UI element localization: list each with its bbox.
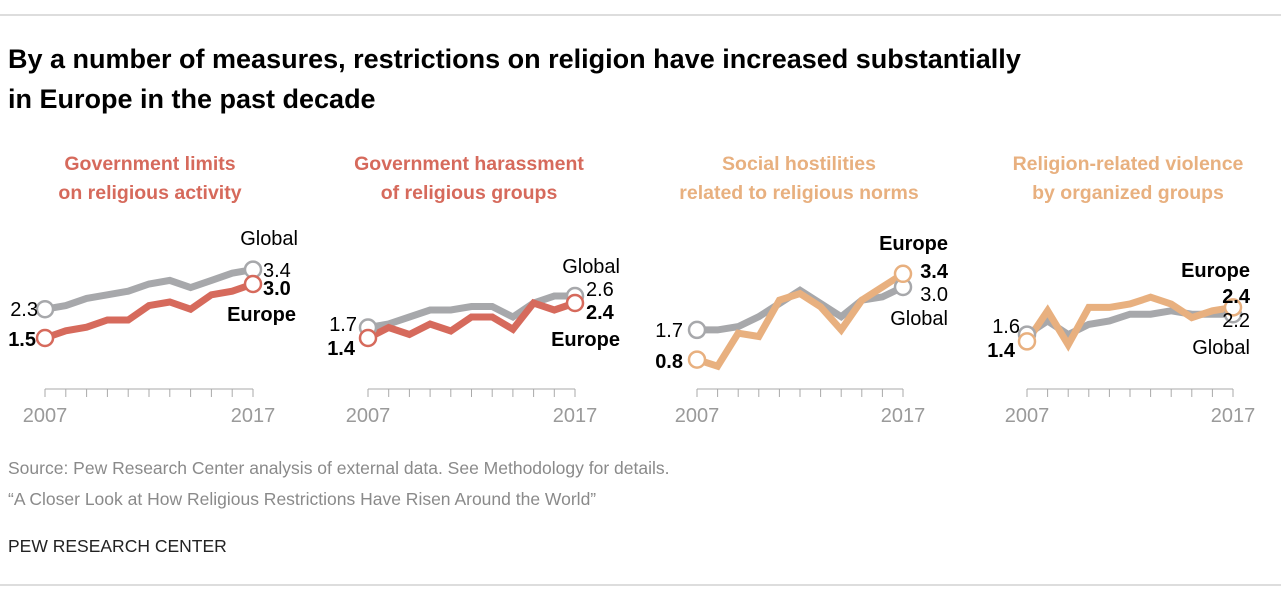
chart-panel-4: Religion-related violence by organized gr… (987, 153, 1255, 427)
report-title-note: “A Closer Look at How Religious Restrict… (8, 489, 596, 509)
data-label-global-start: 2.3 (10, 299, 38, 321)
x-tick-label: 2007 (675, 405, 720, 427)
x-tick-label: 2017 (881, 405, 926, 427)
data-label-europe-start: 1.5 (8, 329, 36, 351)
series-name-label-global: Global (240, 228, 298, 250)
x-tick-label: 2007 (1005, 405, 1050, 427)
x-tick-label: 2017 (1211, 405, 1256, 427)
chart-panel-1: Government limits on religious activity 20… (8, 153, 298, 427)
data-label-global-start: 1.7 (655, 320, 683, 342)
panel-title-line: Social hostilities (722, 153, 876, 175)
data-label-global-end: 3.0 (920, 284, 948, 306)
series-name-label-europe: Europe (879, 233, 948, 255)
series-name-label-europe: Europe (227, 304, 296, 326)
endpoint-marker-europe (1017, 332, 1037, 351)
x-tick-label: 2007 (346, 405, 391, 427)
endpoint-marker-europe (358, 328, 378, 348)
x-tick-label: 2017 (553, 405, 598, 427)
source-note: Source: Pew Research Center analysis of … (8, 458, 669, 478)
panel-title-line: on religious activity (58, 182, 241, 204)
data-label-global-end: 2.2 (1222, 310, 1250, 332)
series-name-label-global: Global (1192, 337, 1250, 359)
brand-logo-text: PEW RESEARCH CENTER (8, 536, 227, 556)
series-name-label-europe: Europe (1181, 260, 1250, 282)
data-label-europe-start: 0.8 (655, 351, 683, 373)
endpoint-marker-europe (35, 328, 55, 348)
data-label-global-start: 1.6 (992, 316, 1020, 338)
series-name-label-global: Global (890, 308, 948, 330)
chart-panel-2: Government harassment of religious groups… (327, 153, 620, 427)
chart-panel-3: Social hostilities related to religious n… (655, 153, 949, 427)
endpoint-marker-europe (687, 350, 707, 369)
x-tick-label: 2007 (23, 405, 68, 427)
endpoint-marker-europe (565, 293, 585, 313)
series-line-global (44, 266, 254, 313)
panel-title-line: related to religious norms (679, 182, 919, 204)
data-label-europe-end: 2.4 (1222, 286, 1251, 308)
endpoint-marker-global (35, 299, 55, 319)
endpoint-marker-europe (243, 274, 263, 294)
series-line-europe (695, 270, 905, 371)
endpoint-marker-europe (893, 264, 913, 284)
panel-title-line: Religion-related violence (1013, 153, 1244, 175)
series-line-global (367, 292, 575, 331)
data-label-global-end: 3.4 (263, 260, 291, 282)
chart-title-line2: in Europe in the past decade (8, 84, 376, 114)
data-label-europe-end: 3.4 (920, 261, 949, 283)
panel-title-line: Government limits (64, 153, 235, 175)
endpoint-marker-europe (1223, 298, 1243, 317)
endpoint-marker-global (687, 320, 707, 340)
panel-title-line: of religious groups (381, 182, 558, 204)
chart-title-line1: By a number of measures, restrictions on… (8, 44, 1021, 74)
series-line-europe (366, 298, 577, 342)
panel-title-line: by organized groups (1032, 182, 1224, 204)
data-label-global-start: 1.7 (329, 314, 357, 336)
series-name-label-europe: Europe (551, 329, 620, 351)
panel-title-line: Government harassment (354, 153, 584, 175)
data-label-europe-end: 2.4 (586, 302, 615, 324)
series-line-europe (1024, 293, 1234, 352)
data-label-global-end: 2.6 (586, 279, 614, 301)
x-tick-label: 2017 (231, 405, 276, 427)
data-label-europe-start: 1.4 (327, 338, 356, 360)
data-label-europe-start: 1.4 (987, 340, 1016, 362)
data-label-europe-end: 3.0 (263, 278, 291, 300)
series-name-label-global: Global (562, 256, 620, 278)
series-line-europe (43, 280, 255, 342)
